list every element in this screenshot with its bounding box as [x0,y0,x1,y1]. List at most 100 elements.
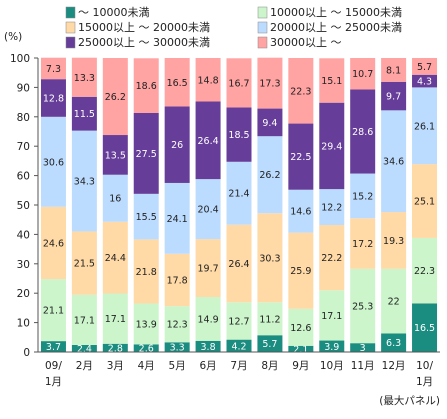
bar-segment-7-2 [257,213,283,303]
legend-label-3: 20000以上 ～ 25000未満 [270,21,402,34]
data-label-1-1: 17.1 [74,315,95,326]
data-label-0-1: 21.1 [43,306,64,317]
data-label-2-3: 16 [109,194,121,205]
bar-segment-7-4 [257,108,283,137]
data-label-11-1: 22 [388,297,400,308]
data-label-5-4: 26.4 [197,136,218,147]
data-label-11-4: 9.7 [386,92,401,103]
bar-segment-6-4 [226,107,252,162]
data-label-9-0: 3.9 [324,342,339,353]
bar-segment-5-3 [195,179,221,240]
x-tick-label-1-0: 2月 [76,360,93,372]
data-label-10-5: 10.7 [352,69,373,80]
bar-segment-3-0 [133,344,159,352]
bar-segment-6-0 [226,339,252,352]
bar-segment-5-5 [195,58,221,102]
data-label-9-4: 29.4 [321,141,342,152]
bar-segment-3-5 [133,58,159,113]
data-label-7-3: 26.2 [259,170,280,181]
legend-swatch-2 [65,21,76,34]
data-label-3-5: 18.6 [136,81,157,92]
bar-segment-8-0 [288,345,314,352]
bar-segment-10-4 [350,89,376,174]
legend-label-2: 15000以上 ～ 20000未満 [78,21,210,34]
bar-segment-9-5 [319,58,345,103]
x-tick-label-10-0: 11月 [351,360,375,372]
bar-segment-3-3 [133,193,159,240]
y-tick-label-10: 100 [10,53,30,65]
bar-segment-6-3 [226,161,252,225]
bar-segment-1-5 [71,57,97,97]
y-axis-label: (%) [4,31,22,43]
panel-note: (最大パネル) [379,394,440,407]
data-label-12-1: 22.3 [414,266,435,277]
data-label-12-2: 25.1 [414,197,435,208]
data-label-8-5: 22.3 [290,86,311,97]
data-label-1-4: 11.5 [74,109,95,120]
bar-segment-9-4 [319,102,345,190]
x-tick-label-3-0: 4月 [138,360,155,372]
bar-segment-3-1 [133,303,159,345]
data-label-4-5: 16.5 [167,78,188,89]
bar-segment-7-3 [257,136,283,214]
data-label-0-4: 12.8 [43,93,64,104]
data-label-11-5: 8.1 [386,65,401,76]
data-label-9-3: 12.2 [321,203,342,214]
bar-segment-5-2 [195,239,221,298]
bar-segment-7-0 [257,335,283,352]
bar-segment-12-2 [412,164,438,238]
bar-segment-10-2 [350,218,376,269]
data-label-3-2: 21.8 [136,267,157,278]
bar-segment-12-4 [412,74,438,88]
data-label-4-1: 12.3 [167,320,188,331]
bar-segment-8-1 [288,308,314,346]
data-label-6-4: 18.5 [228,130,249,141]
bar-segment-7-5 [257,57,283,109]
bar-segment-5-0 [195,340,221,352]
bar-segment-12-0 [412,303,438,352]
bar-segment-4-4 [164,106,190,183]
bar-segment-6-5 [226,58,252,108]
data-label-0-2: 24.6 [43,238,64,249]
bar-segment-12-1 [412,237,438,304]
y-tick-label-5: 50 [17,200,30,212]
data-label-2-0: 2.8 [108,343,123,354]
y-tick-label-2: 20 [17,288,30,300]
bar-segment-11-4 [381,81,407,111]
data-label-2-5: 26.2 [105,92,126,103]
data-label-8-2: 25.9 [290,266,311,277]
bar-segment-4-0 [164,342,190,352]
data-label-9-5: 15.1 [321,76,342,87]
bar-segment-0-4 [40,79,66,117]
y-tick-label-9: 90 [17,82,30,94]
bar-segment-4-3 [164,182,190,254]
data-label-7-1: 11.2 [259,314,280,325]
data-label-3-1: 13.9 [136,319,157,330]
data-label-2-4: 13.5 [105,150,126,161]
bar-segment-7-1 [257,302,283,336]
data-label-7-2: 30.3 [259,253,280,264]
bar-segment-1-4 [71,96,97,131]
data-label-3-3: 15.5 [136,212,157,223]
data-label-11-0: 6.3 [386,338,401,349]
bar-segment-9-1 [319,290,345,341]
data-label-12-0: 16.5 [414,323,435,334]
bar-segment-2-1 [102,293,128,344]
bar-segment-2-0 [102,343,128,352]
data-label-8-1: 12.6 [290,323,311,334]
bar-segment-1-3 [71,130,97,232]
bar-segment-9-2 [319,224,345,291]
bar-segment-2-5 [102,58,128,136]
bar-segment-4-2 [164,253,190,307]
data-label-4-3: 24.1 [167,214,188,225]
data-label-5-0: 3.8 [201,342,216,353]
y-tick-label-3: 30 [17,259,30,271]
data-label-5-3: 20.4 [197,205,218,216]
data-label-8-3: 14.6 [290,207,311,218]
data-label-6-2: 26.4 [228,259,249,270]
bar-segment-8-4 [288,123,314,190]
data-label-10-4: 28.6 [352,127,373,138]
data-label-1-3: 34.3 [74,177,95,188]
data-label-10-2: 17.2 [352,239,373,250]
